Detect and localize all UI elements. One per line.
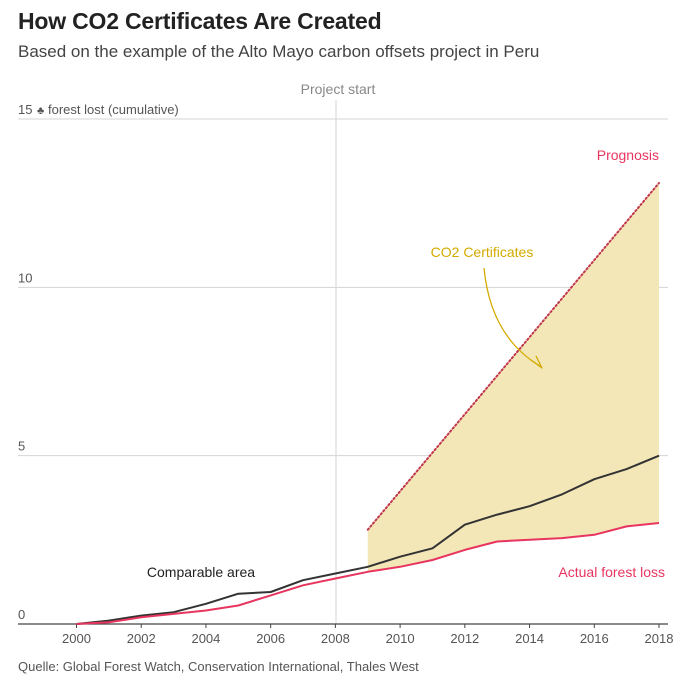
comparable-area-label: Comparable area [147,564,255,580]
chart-title: How CO2 Certificates Are Created [18,8,382,34]
y-tick-label-15: 15 [18,102,32,117]
axes-layer: 0 5 10 15 ♣ forest lost (cumulative) 2000 2002 2… [18,102,673,646]
series-lines [76,182,660,625]
y-tick-label-10: 10 [18,270,32,285]
prognosis-label: Prognosis [597,147,659,163]
annotations-layer: Project start Prognosis CO2 Certificates Co… [147,81,665,580]
x-tick-label-2008: 2008 [321,631,350,646]
x-tick-label-2000: 2000 [62,631,91,646]
co2-arrow [483,267,541,367]
co2-arrowhead-icon [530,355,543,369]
x-tick-label-2006: 2006 [256,631,285,646]
y-tick-label-5: 5 [18,439,25,454]
tree-icon: ♣ [37,105,44,117]
source-note: Quelle: Global Forest Watch, Conservatio… [18,659,419,674]
certificate-area-layer [367,182,659,572]
y-axis-label: forest lost (cumulative) [48,102,179,117]
co2-certificate-area [367,182,659,572]
x-tick-label-2012: 2012 [450,631,479,646]
series-line-actual-forest-loss [76,522,660,625]
x-tick-label-2002: 2002 [127,631,156,646]
co2-certificates-label: CO2 Certificates [431,244,534,260]
x-tick-label-2010: 2010 [386,631,415,646]
x-tick-label-2016: 2016 [580,631,609,646]
x-tick-label-2014: 2014 [515,631,544,646]
series-line-comparable-area [76,454,660,625]
x-tick-label-2004: 2004 [191,631,220,646]
x-tick-label-2018: 2018 [645,631,674,646]
series-line-prognosis [366,182,660,531]
actual-forest-loss-label: Actual forest loss [558,564,665,580]
y-tick-label-0: 0 [18,607,25,622]
chart-subtitle: Based on the example of the Alto Mayo ca… [18,42,540,61]
project-start-label: Project start [301,81,376,97]
